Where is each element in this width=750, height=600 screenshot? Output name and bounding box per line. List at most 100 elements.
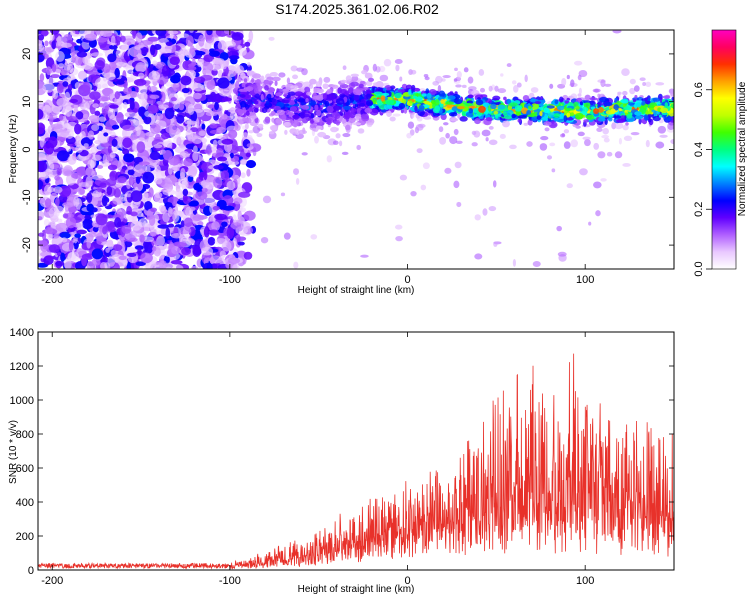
spectrogram-cell: [118, 255, 127, 261]
spectrogram-cell: [265, 100, 270, 105]
spectrogram-cell: [517, 118, 522, 123]
spectrogram-cell: [231, 31, 244, 41]
spectrogram-cell: [453, 128, 459, 136]
spectrogram-cell: [420, 184, 427, 191]
spectrogram-cell: [192, 245, 202, 257]
spectrogram-cell: [123, 153, 135, 163]
spectrogram-cell: [385, 99, 395, 106]
spectrogram-cell: [516, 82, 522, 88]
spectrogram-cell: [372, 82, 382, 86]
spectrogram-cell: [227, 257, 240, 264]
spectrogram-cell: [577, 74, 582, 81]
spectrogram-cell: [237, 45, 243, 50]
spectrogram-cell: [563, 141, 571, 149]
spectrogram-cell: [208, 229, 219, 236]
spectrogram-cell: [107, 255, 116, 267]
spectrogram-cell: [84, 57, 91, 65]
spectrogram-cell: [164, 107, 175, 120]
spectrogram-cell: [83, 113, 89, 119]
spectrogram-cell: [200, 246, 214, 256]
spectrogram-cell: [195, 117, 200, 130]
spectrogram-cell: [221, 113, 228, 120]
spectrogram-cell: [335, 119, 341, 126]
spectrogram-cell: [240, 100, 247, 108]
spectrogram-cell: [180, 75, 192, 86]
spectrogram-cell: [417, 123, 426, 128]
spectrogram-cell: [243, 251, 253, 260]
spectrogram-cell: [508, 102, 518, 107]
spectrogram-cell: [456, 70, 462, 79]
spectrogram-cell: [212, 139, 218, 150]
spectrogram-cell: [84, 33, 97, 41]
spectrogram-cell: [242, 76, 249, 80]
spectrogram-cell: [284, 129, 288, 135]
spectrogram-cell: [221, 221, 228, 228]
spectrogram-cell: [126, 261, 131, 269]
spectrogram-cell: [130, 190, 143, 203]
spectrogram-cell: [249, 115, 258, 119]
spectrogram-cell: [256, 133, 263, 138]
spectrogram-cell: [438, 126, 444, 133]
spectrogram-cell: [181, 87, 190, 94]
spectrogram-cell: [373, 91, 383, 96]
spectrogram-cell: [604, 83, 612, 87]
spectrogram-cell: [68, 240, 74, 252]
spectrogram-cell: [345, 75, 352, 82]
spectrogram-cell: [253, 100, 259, 105]
spectrogram-cell: [258, 88, 262, 92]
spectrogram-cell: [271, 76, 281, 82]
spectrogram-cell: [247, 62, 251, 67]
spectrogram-cell: [502, 120, 510, 128]
spectrogram-cell: [53, 233, 59, 239]
spectrogram-cell: [556, 225, 562, 232]
spectrogram-cell: [137, 247, 142, 256]
spectrogram-cell: [117, 176, 127, 184]
spectrogram-cell: [103, 31, 113, 37]
spectrogram-cell: [44, 227, 53, 235]
spectrogram-cell: [38, 53, 45, 63]
spectrogram-cell: [412, 95, 418, 99]
spectrogram-cell: [205, 111, 219, 117]
spectrogram-cell: [638, 117, 642, 125]
spectrogram-cell: [543, 107, 550, 114]
spectrogram-cell: [182, 188, 189, 196]
spectrogram-cell: [252, 149, 257, 157]
spectrogram-cell: [415, 96, 423, 102]
spectrogram-cell: [309, 118, 315, 124]
spectrogram-cell: [92, 154, 102, 161]
spectrogram-cell: [142, 171, 155, 184]
spectrogram-cell: [286, 77, 291, 85]
spectrogram-cell: [252, 73, 261, 79]
spectrogram-cell: [64, 91, 71, 102]
spectrogram-cell: [600, 79, 606, 88]
spectrogram-cell: [112, 197, 123, 205]
spectrogram-cell: [358, 103, 366, 107]
spectrogram-cell: [187, 103, 195, 116]
spectrogram-cell: [138, 161, 150, 166]
spectrogram-cell: [502, 111, 508, 117]
spectrogram-cell: [116, 112, 124, 124]
spectrogram-cell: [644, 100, 651, 104]
spectrogram-cell: [467, 94, 474, 99]
spectrogram-cell: [69, 68, 79, 76]
spectrogram-cell: [50, 74, 60, 79]
spectrogram-cell: [293, 261, 299, 269]
spectrogram-cell: [461, 84, 467, 88]
spectrogram-cell: [126, 41, 132, 46]
spectrogram-cell: [38, 34, 45, 41]
spectrogram-cell: [605, 110, 615, 115]
spectrogram-cell: [522, 94, 530, 102]
spectrogram-cell: [162, 150, 173, 161]
spectrogram-cell: [333, 105, 342, 111]
spectrogram-cell: [58, 113, 64, 121]
spectrogram-cell: [136, 212, 144, 218]
spectrogram-cell: [326, 155, 332, 163]
spectrogram-cell: [570, 139, 578, 148]
spectrogram-cell: [248, 30, 254, 42]
spectrogram-cell: [38, 210, 44, 221]
spectrogram-cell: [109, 104, 119, 109]
spectrogram-cell: [219, 89, 232, 97]
spectrogram-cell: [119, 35, 126, 43]
spectrogram-cell: [267, 87, 276, 93]
spectrogram-cell: [62, 123, 72, 129]
